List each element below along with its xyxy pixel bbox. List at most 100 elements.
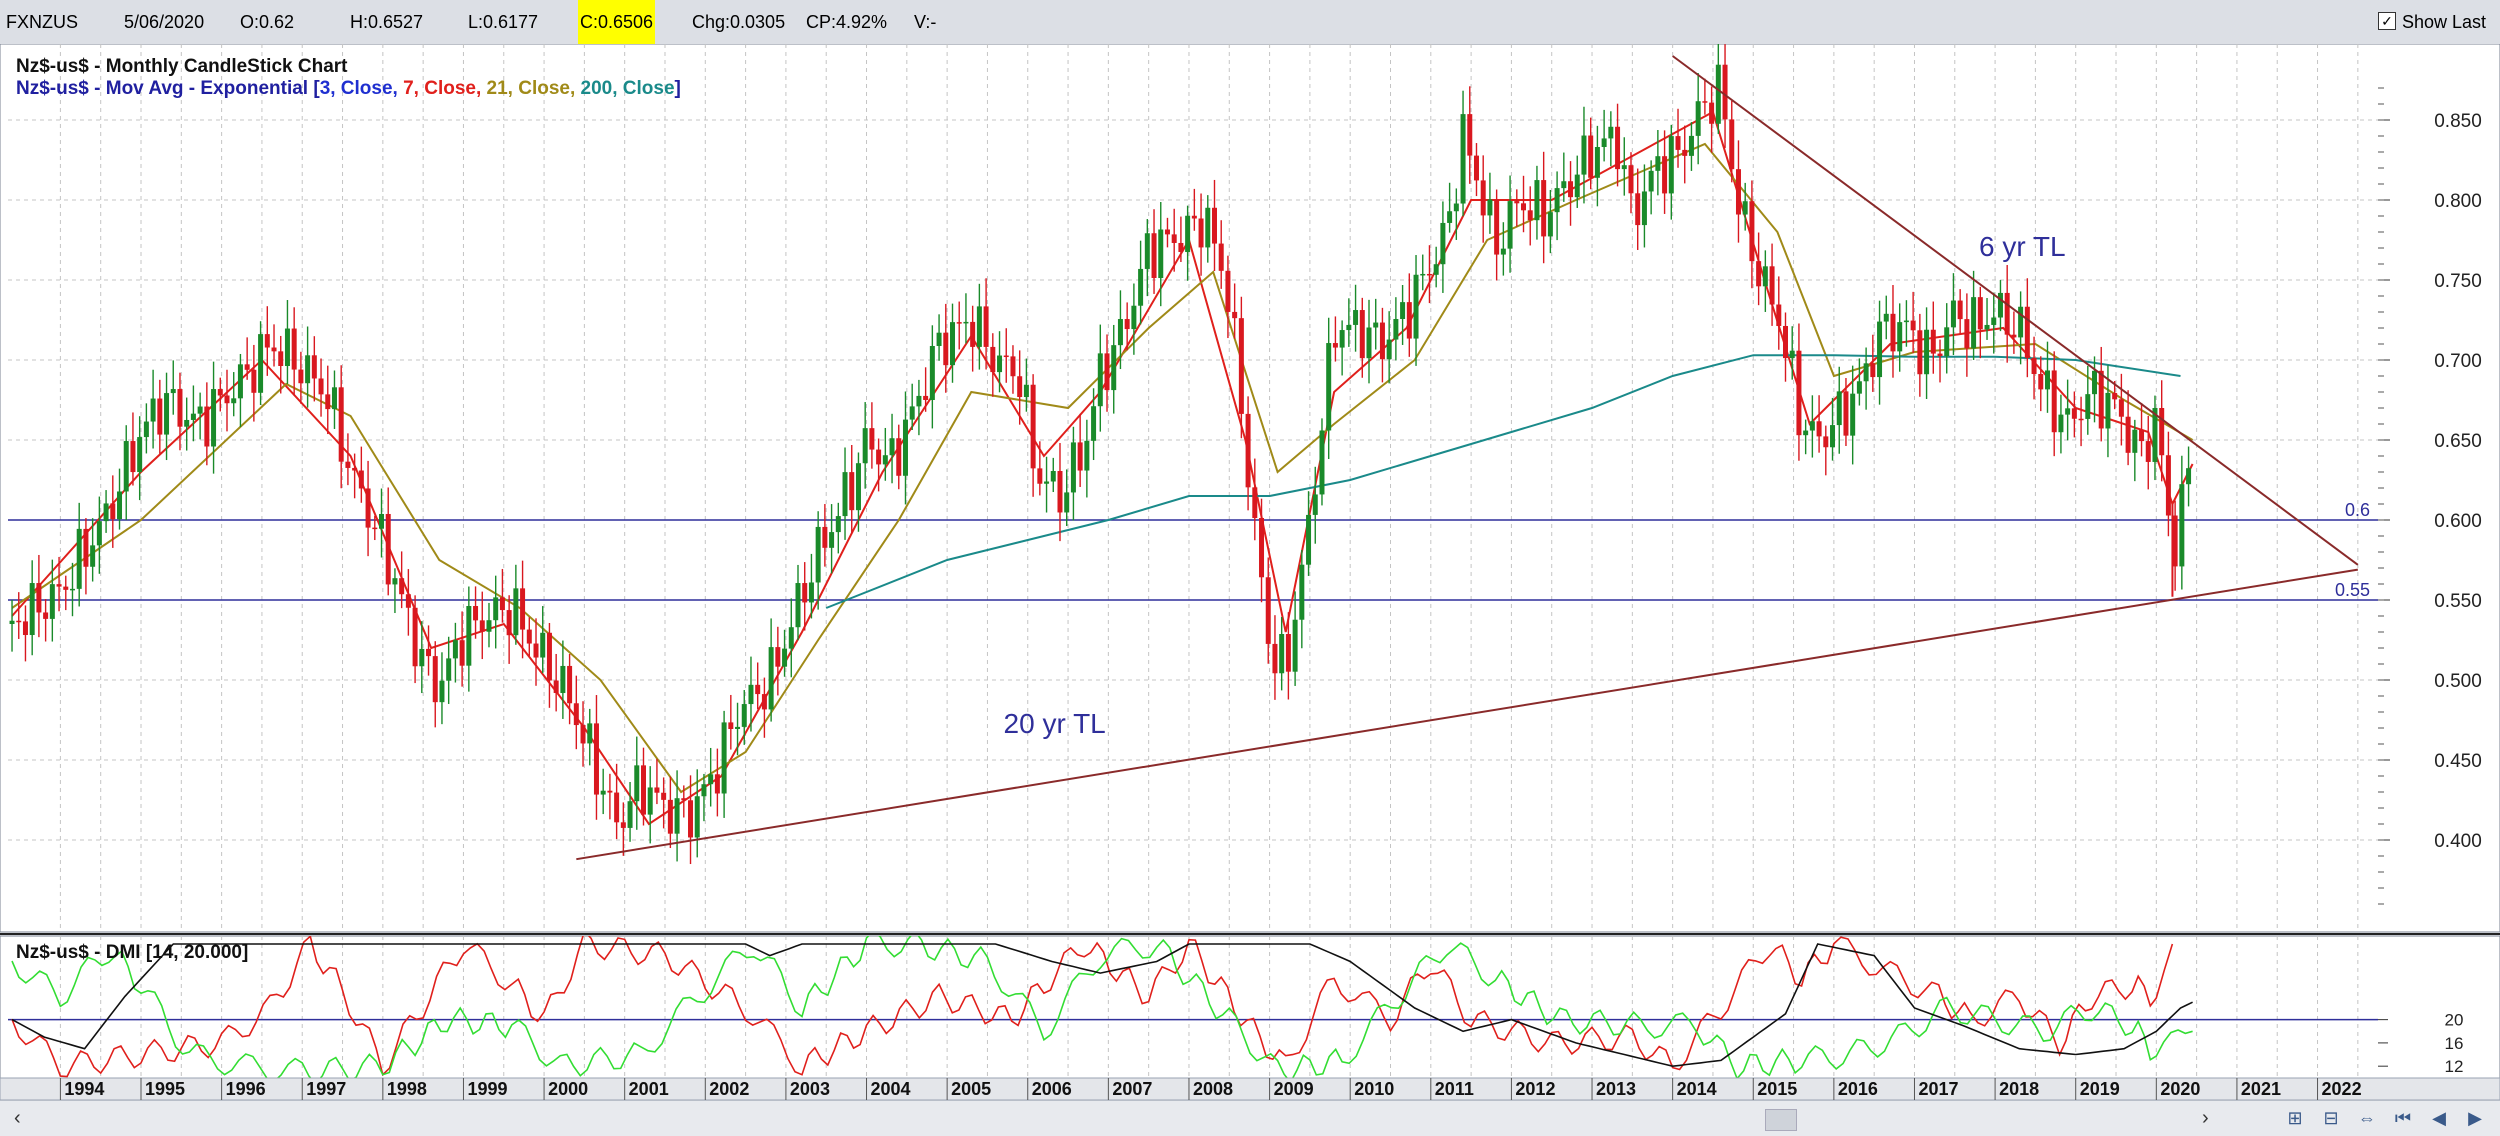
dmi-title: Nz$-us$ - DMI [14, 20.000] [16, 942, 248, 963]
candle-body [1379, 322, 1385, 360]
candle-body [1702, 101, 1708, 103]
chart-area[interactable]: 0.400 0.450 0.500 0.550 0.600 0.650 0.700 0.750… [0, 44, 2500, 1100]
candle-body [795, 583, 801, 628]
trendline [1672, 55, 2359, 566]
candle-body [1984, 324, 1990, 330]
dmi-y-tick-label: 20 [2445, 1011, 2464, 1030]
candle-body [1715, 64, 1721, 124]
candle-body [1917, 330, 1923, 375]
candle-body [1185, 215, 1191, 253]
symbol-label: FXNZUS [6, 12, 78, 32]
candle-body [1776, 304, 1782, 326]
show-last-toggle[interactable]: ✓ Show Last [2377, 0, 2486, 44]
candle-body [1393, 318, 1399, 340]
candle-body [2044, 370, 2050, 390]
candle-body [1568, 181, 1574, 198]
checkbox-icon[interactable]: ✓ [2377, 12, 2396, 31]
candle-body [1541, 180, 1547, 237]
candle-body [1285, 634, 1291, 672]
candle-body [560, 665, 566, 694]
candle-body [1433, 264, 1439, 275]
candle-body [1104, 353, 1110, 391]
x-tick-label: 2016 [1838, 1079, 1878, 1099]
candle-body [1655, 156, 1661, 171]
x-tick-label: 2005 [951, 1079, 991, 1099]
candle-body [305, 355, 311, 384]
x-tick-label: 2019 [2080, 1079, 2120, 1099]
candle-body [2098, 370, 2104, 429]
candle-body [1688, 135, 1694, 156]
dmi-series-line [11, 943, 2193, 1068]
prev-bar-icon[interactable]: ◀ [2432, 1108, 2446, 1128]
candle-body [1547, 212, 1553, 237]
candle-body [956, 322, 962, 324]
y-tick-label: 0.750 [2434, 271, 2482, 292]
zoom-out-icon[interactable]: ⊟ [2323, 1108, 2339, 1128]
candle-body [909, 406, 915, 420]
candle-body [190, 413, 196, 420]
zoom-in-icon[interactable]: ⊞ [2287, 1108, 2303, 1128]
candle-body [963, 321, 969, 324]
candle-body [1232, 311, 1238, 319]
candle-body [1319, 430, 1325, 495]
first-bar-icon[interactable]: ⏮ [2394, 1108, 2412, 1128]
candle-body [1769, 266, 1775, 305]
candle-body [587, 723, 593, 744]
x-tick-label: 1994 [64, 1079, 104, 1099]
candle-body [1386, 339, 1392, 360]
legend-prefix: Nz$-us$ - Mov Avg - Exponential [ [16, 78, 320, 99]
candle-body [1259, 518, 1265, 578]
candle-body [1937, 353, 1943, 356]
candle-body [2065, 408, 2071, 415]
candle-body [1373, 322, 1379, 328]
candle-body [1400, 302, 1406, 319]
candle-body [1823, 436, 1829, 448]
x-tick-label: 2020 [2160, 1079, 2200, 1099]
pan-icon[interactable]: ⇔ [2358, 1108, 2376, 1128]
candle-body [1783, 325, 1788, 359]
candle-body [338, 387, 344, 462]
horizontal-scrollbar[interactable]: ‹ › ⊞ ⊟ ⇔ ⏮ ◀ ▶ [0, 1100, 2500, 1136]
x-tick-label: 2010 [1354, 1079, 1394, 1099]
candle-body [1218, 243, 1224, 271]
candle-body [1010, 356, 1016, 377]
scroll-left-icon[interactable]: ‹ [14, 1107, 21, 1129]
candle-body [459, 640, 465, 666]
candle-body [506, 610, 512, 636]
candle-body [345, 461, 351, 468]
candle-body [2018, 306, 2024, 338]
candle-body [1171, 234, 1177, 243]
candle-body [372, 527, 378, 530]
candle-body [2105, 392, 2111, 429]
moving-average-line [825, 354, 2181, 609]
candle-body [473, 606, 479, 621]
candle-body [2038, 374, 2044, 390]
scroll-thumb[interactable] [1765, 1109, 1797, 1131]
next-bar-icon[interactable]: ▶ [2468, 1108, 2482, 1128]
chart-nav-buttons: ⊞ ⊟ ⇔ ⏮ ◀ ▶ [2274, 1105, 2490, 1131]
candle-body [896, 438, 902, 476]
candle-body [1722, 64, 1728, 120]
candle-body [1050, 470, 1056, 482]
x-tick-label: 2022 [2322, 1079, 2362, 1099]
candle-body [452, 640, 458, 659]
candle-body [231, 398, 237, 404]
scroll-right-icon[interactable]: › [2202, 1107, 2209, 1129]
open-label: O:0.62 [240, 12, 295, 32]
chart-title: Nz$-us$ - Monthly CandleStick Chart [16, 56, 348, 77]
candle-body [1883, 313, 1889, 322]
candle-body [573, 703, 579, 726]
candle-body [237, 364, 243, 399]
candle-body [184, 419, 190, 427]
candle-body [2165, 455, 2171, 516]
candle-body [876, 449, 882, 465]
y-tick-label: 0.850 [2434, 111, 2482, 132]
candle-body [2159, 408, 2165, 456]
candle-body [667, 799, 673, 834]
candle-body [1870, 363, 1876, 378]
candle-body [432, 656, 438, 703]
candle-body [1903, 320, 1909, 323]
y-tick-label: 0.800 [2434, 191, 2482, 212]
candle-body [815, 526, 821, 583]
candle-body [2118, 399, 2124, 417]
